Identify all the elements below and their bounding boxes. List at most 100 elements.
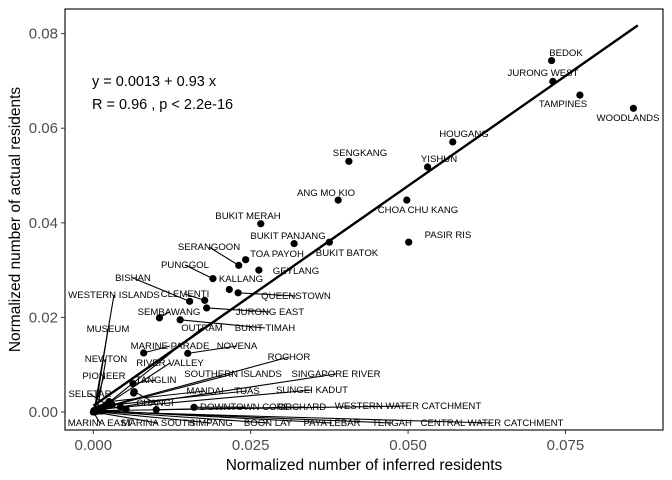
leader-line	[208, 246, 240, 266]
point-label: PUNGGOL	[161, 260, 210, 271]
data-point	[176, 316, 184, 324]
leader-line	[133, 391, 156, 404]
data-point	[155, 314, 164, 322]
point-label: ANG MO KIO	[297, 188, 355, 199]
point-label: MUSEUM	[87, 324, 130, 335]
data-point	[547, 56, 556, 65]
point-label: MARINE PARADE	[131, 341, 210, 352]
point-label: NEWTON	[85, 354, 128, 365]
data-point	[325, 238, 333, 246]
point-label: SOUTHERN ISLANDS	[184, 369, 282, 380]
regression-line	[92, 24, 639, 407]
data-point	[235, 261, 243, 269]
point-label: OUTRAM	[181, 323, 223, 334]
point-label: MARINA SOUTH	[121, 418, 194, 429]
y-tick-label: 0.06	[29, 120, 58, 137]
leader-line	[98, 373, 337, 411]
data-point	[190, 403, 198, 411]
point-label: GEYLANG	[273, 266, 319, 277]
data-point	[122, 405, 130, 413]
data-point	[449, 138, 457, 146]
point-label: SERANGOON	[178, 242, 240, 253]
point-label: SEMBAWANG	[138, 307, 201, 318]
y-tick-label: 0.00	[29, 404, 58, 421]
point-label: WESTERN WATER CATCHMENT	[335, 401, 482, 412]
point-label: SIMPANG	[189, 418, 233, 429]
regression-equation: y = 0.0013 + 0.93 x	[92, 74, 217, 90]
leader-line	[187, 345, 238, 354]
y-tick-label: 0.04	[29, 215, 58, 232]
point-label: ROCHOR	[268, 352, 311, 363]
leader-line	[95, 411, 212, 424]
leader-line	[180, 319, 266, 329]
data-point	[334, 196, 342, 204]
point-label: BUKIT BATOK	[316, 248, 379, 259]
y-tick-label: 0.02	[29, 309, 58, 326]
data-point	[576, 91, 584, 99]
point-label: CLEMENTI	[161, 289, 210, 300]
data-point	[130, 389, 138, 397]
leader-line	[105, 362, 171, 406]
point-label: JURONG WEST	[508, 68, 579, 79]
point-label: MARINA EAST	[68, 418, 133, 429]
point-label: TUAS	[234, 386, 260, 397]
leader-line	[97, 410, 269, 424]
data-point	[209, 275, 217, 283]
point-label: WOODLANDS	[597, 113, 660, 124]
data-point	[186, 297, 194, 305]
point-label: KALLANG	[219, 274, 263, 285]
leader-line	[100, 389, 313, 410]
leader-line	[132, 277, 190, 302]
data-point	[257, 220, 265, 228]
point-label: SELETAR	[68, 389, 111, 400]
leader-line	[95, 411, 493, 424]
data-point	[97, 407, 106, 415]
data-point	[184, 349, 192, 357]
point-label: HOUGANG	[439, 129, 489, 140]
data-point	[403, 196, 411, 204]
data-point	[103, 401, 111, 409]
point-label: SUNGEI KADUT	[276, 385, 348, 396]
point-label: TOA PAYOH	[250, 249, 304, 260]
data-point	[405, 238, 413, 246]
data-point	[345, 157, 353, 165]
data-point	[242, 256, 250, 264]
data-point	[549, 77, 557, 85]
x-axis-ticks: 0.000 0.025 0.050 0.075	[75, 430, 585, 454]
x-tick-label: 0.075	[547, 437, 585, 454]
point-label: BUKIT TIMAH	[235, 323, 295, 334]
point-label: WESTERN ISLANDS	[68, 290, 160, 301]
point-label: MANDAI	[186, 386, 223, 397]
point-label: QUEENSTOWN	[261, 291, 331, 302]
plot-panel-border	[64, 8, 664, 431]
point-label: JURONG EAST	[236, 307, 304, 318]
y-tick-label: 0.08	[29, 26, 58, 43]
point-label: TANGLIN	[136, 375, 177, 386]
leader-line	[238, 292, 297, 297]
leader-line	[143, 345, 171, 354]
data-point	[201, 296, 209, 304]
leader-line	[94, 411, 159, 424]
point-label: SENGKANG	[333, 148, 387, 159]
leader-line	[184, 264, 214, 280]
point-label: PAYA LEBAR	[303, 418, 360, 429]
point-label: TENGAH	[372, 418, 412, 429]
point-labels: BEDOK JURONG WEST TAMPINES WOODLANDS HOUGANG…	[68, 48, 660, 429]
data-point	[423, 163, 432, 171]
x-axis-title: Normalized number of inferred residents	[226, 457, 503, 474]
leader-line	[112, 390, 248, 406]
point-label: RIVER VALLEY	[136, 358, 204, 369]
x-tick-label: 0.025	[232, 437, 270, 454]
leader-line	[206, 307, 271, 313]
data-point	[225, 285, 233, 294]
point-label: BUKIT PANJANG	[250, 231, 325, 242]
x-tick-label: 0.050	[389, 437, 427, 454]
point-label: NOVENA	[217, 341, 258, 352]
data-point	[629, 104, 638, 112]
data-point	[290, 240, 298, 248]
data-point	[203, 304, 211, 312]
data-point	[152, 406, 160, 414]
point-label: PASIR RIS	[425, 230, 472, 241]
data-point	[255, 266, 263, 274]
data-point	[140, 349, 148, 357]
